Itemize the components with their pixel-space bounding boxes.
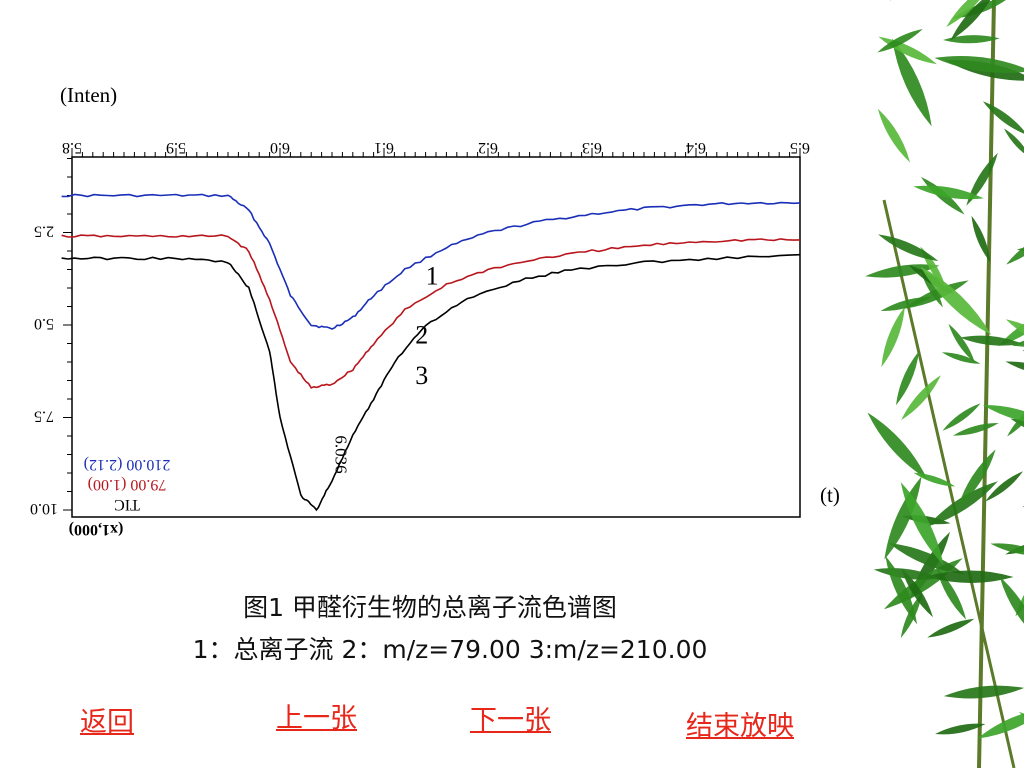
bamboo-leaf: [865, 264, 940, 278]
bamboo-leaf: [998, 310, 1024, 347]
series-label-2: 2: [415, 321, 428, 350]
x-tick-label: 5.8: [62, 139, 82, 156]
bamboo-leaf: [990, 543, 1024, 556]
bamboo-leaf: [877, 28, 923, 53]
bamboo-leaf: [966, 152, 998, 206]
bamboo-leaf: [878, 234, 939, 262]
x-axis-label: (t): [820, 483, 840, 507]
bamboo-leaf: [943, 685, 1024, 699]
bamboo-leaf: [953, 423, 999, 436]
bamboo-leaf: [1005, 361, 1024, 375]
bamboo-leaf: [881, 306, 905, 368]
bamboo-leaf: [957, 449, 996, 508]
y-tick-label: 7.5: [34, 408, 54, 425]
bamboo-leaf: [941, 352, 981, 364]
series-lines: [61, 193, 801, 512]
x-tick-label: 5.9: [166, 139, 186, 156]
bamboo-leaf: [982, 101, 1024, 136]
plot-frame: [71, 156, 801, 518]
bamboo-leaf: [913, 185, 984, 200]
bamboo-leaves-decoration: [865, 0, 1024, 768]
bamboo-leaf: [948, 323, 975, 363]
x-tick-label: 6.2: [478, 139, 498, 156]
x-tick-label: 6.3: [582, 139, 602, 156]
legend-entry: 79.00 (1.00): [88, 476, 167, 493]
bamboo-leaf: [1006, 232, 1024, 265]
back-link[interactable]: 返回: [80, 707, 134, 738]
figure-caption-title: 图1 甲醛衍生物的总离子流色谱图: [243, 593, 617, 622]
bamboo-leaf: [890, 0, 932, 1]
prev-slide-link[interactable]: 上一张: [276, 703, 357, 734]
bamboo-leaf: [926, 570, 1014, 583]
bamboo-leaf: [867, 412, 928, 480]
x-tick-label: 6.4: [686, 139, 706, 156]
bamboo-leaf: [985, 471, 1023, 502]
bamboo-leaf: [913, 472, 956, 487]
bamboo-leaf: [982, 404, 1024, 425]
bamboo-leaf: [900, 482, 944, 566]
bamboo-leaf: [880, 296, 933, 312]
bamboo-leaf: [934, 55, 1024, 74]
series-labels: 1 2 3: [415, 261, 438, 390]
series-label-3: 3: [415, 361, 428, 390]
series-line-1: [61, 193, 801, 330]
bamboo-leaf: [896, 351, 920, 406]
bamboo-leaf: [935, 723, 986, 735]
chromatogram-chart: (Inten) (t) 5.8 5.9 6.0 6.1 6.2 6.3 6.4 6.5 2.5…: [30, 83, 840, 538]
x-tick-label: 6.1: [374, 139, 394, 156]
legend-entry: TIC: [114, 496, 140, 513]
bamboo-leaf: [943, 35, 1000, 44]
next-slide-link[interactable]: 下一张: [470, 705, 551, 736]
series-line-2: [61, 234, 801, 389]
x-tick-label: 6.0: [270, 139, 290, 156]
bamboo-leaf: [901, 568, 933, 618]
peak-label: 6.036: [332, 435, 351, 473]
legend: 210.00 (2.12) 79.00 (1.00) TIC: [84, 456, 171, 513]
y-tick-labels: 2.5 5.0 7.5 10.0: [30, 223, 58, 518]
x-tick-label: 6.5: [790, 139, 810, 156]
bamboo-leaf: [892, 38, 932, 127]
x-tick-labels: 5.8 5.9 6.0 6.1 6.2 6.3 6.4 6.5: [62, 139, 810, 156]
y-tick-label: 10.0: [30, 500, 58, 517]
bamboo-leaf: [946, 0, 992, 27]
axis-ticks: [63, 148, 801, 511]
y-axis-label: (Inten): [60, 83, 117, 107]
figure-caption-legend: 1：总离子流 2：m/z=79.00 3:m/z=210.00: [192, 635, 708, 664]
legend-entry: 210.00 (2.12): [84, 456, 171, 473]
bamboo-leaf: [942, 403, 981, 431]
bamboo-leaf: [927, 481, 998, 527]
bamboo-leaf: [971, 215, 991, 263]
y-tick-label: 5.0: [34, 315, 54, 332]
bamboo-stem: [977, 0, 996, 768]
series-line-3: [61, 253, 801, 512]
bamboo-leaf: [888, 543, 965, 575]
y-scale-note: (x1,000): [69, 521, 124, 538]
series-label-1: 1: [426, 261, 439, 290]
bamboo-leaf: [960, 335, 1023, 346]
bamboo-leaf: [901, 375, 941, 421]
bamboo-leaf: [927, 618, 975, 638]
bamboo-leaf: [877, 108, 911, 163]
bamboo-leaf: [920, 266, 992, 335]
end-show-link[interactable]: 结束放映: [686, 711, 794, 742]
bamboo-leaf: [999, 576, 1024, 640]
bamboo-leaf: [977, 708, 1024, 739]
y-tick-label: 2.5: [34, 223, 54, 240]
bamboo-leaf: [950, 0, 996, 41]
bamboo-leaf: [1005, 319, 1024, 353]
bamboo-leaf: [1003, 128, 1024, 159]
